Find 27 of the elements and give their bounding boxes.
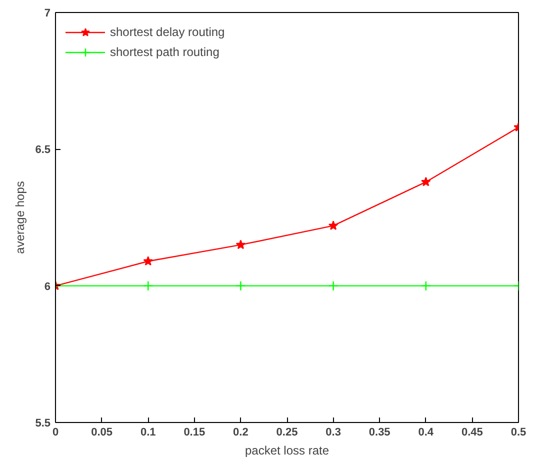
x-tick-label: 0.3 <box>326 426 341 438</box>
x-tick-label: 0.25 <box>276 426 298 438</box>
x-axis-title: packet loss rate <box>244 444 330 458</box>
x-tick-label: 0.4 <box>418 426 434 438</box>
y-axis-title: average hops <box>13 181 28 254</box>
x-tick-label: 0.05 <box>91 426 113 438</box>
y-tick-label: 7 <box>44 8 51 20</box>
y-tick-label: 6 <box>44 280 51 293</box>
point <box>143 280 154 291</box>
y-tick-label: 6.5 <box>35 144 51 156</box>
legend-label: shortest delay routing <box>110 25 225 39</box>
point <box>236 240 246 250</box>
x-tick-label: 0.15 <box>184 426 206 438</box>
point <box>420 280 431 291</box>
x-tick-label: 0.45 <box>461 426 483 438</box>
point <box>328 280 338 291</box>
point <box>236 280 246 291</box>
x-tick-label: 0.2 <box>233 426 248 438</box>
x-tick-label: 0.1 <box>140 426 156 438</box>
point <box>421 176 431 186</box>
legend-label: shortest path routing <box>110 45 220 59</box>
x-tick-label: 0.35 <box>368 426 390 438</box>
point <box>328 220 338 230</box>
point <box>143 256 153 266</box>
y-tick-label: 5.5 <box>35 418 51 430</box>
x-tick-label: 0.5 <box>510 426 526 438</box>
x-tick-label: 0 <box>52 426 59 438</box>
